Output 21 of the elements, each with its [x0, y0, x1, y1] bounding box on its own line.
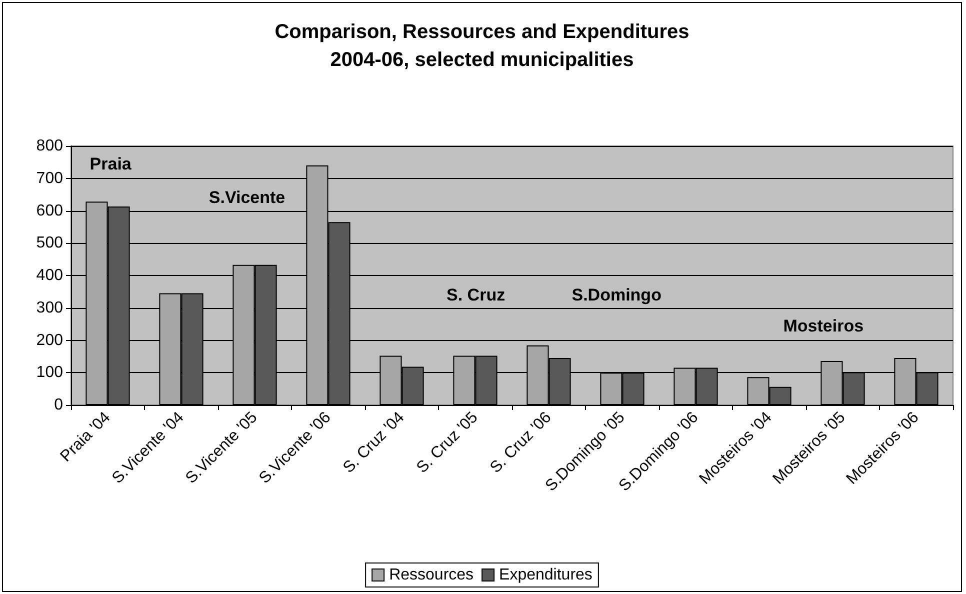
- y-tick-label: 100: [36, 364, 64, 382]
- y-tick-label: 300: [36, 299, 64, 316]
- x-tick-label: S. Cruz '05: [414, 408, 482, 477]
- legend-label: Expenditures: [499, 566, 592, 584]
- annotation: Mosteiros: [783, 316, 864, 336]
- y-tick-label: 700: [36, 170, 64, 187]
- chart-title: Comparison, Ressources and Expenditures: [274, 21, 690, 43]
- x-tick-label: S. Cruz '04: [340, 408, 408, 477]
- annotation: S.Domingo: [572, 286, 662, 305]
- y-tick-label: 400: [36, 267, 64, 284]
- annotation: S.Vicente: [208, 188, 286, 207]
- x-tick-label: S. Cruz '06: [487, 408, 555, 477]
- y-tick-label: 200: [36, 332, 64, 349]
- annotation: S. Cruz: [446, 286, 506, 305]
- annotation: Praia: [90, 154, 132, 174]
- legend-label: Ressources: [389, 566, 474, 584]
- y-tick-label: 600: [36, 202, 64, 220]
- chart-subtitle: 2004-06, selected municipalities: [330, 49, 634, 71]
- y-tick-label: 0: [54, 396, 64, 414]
- y-tick-label: 800: [36, 138, 64, 154]
- y-tick-label: 500: [36, 234, 64, 252]
